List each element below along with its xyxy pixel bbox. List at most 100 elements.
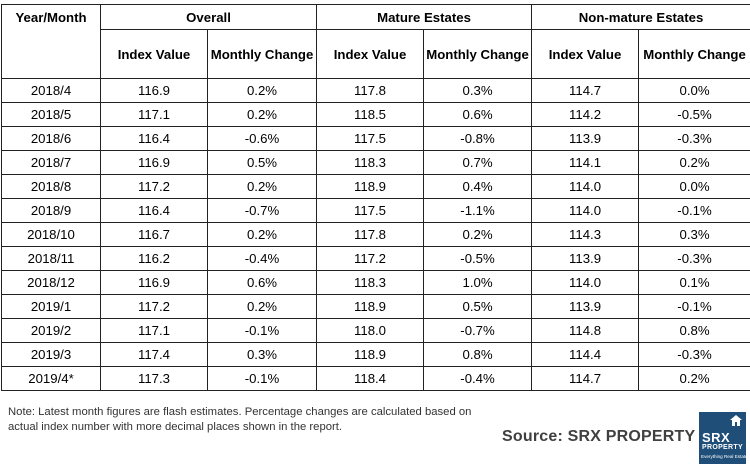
- mature-change-cell: 1.0%: [423, 270, 533, 295]
- non-mature-index-cell: 114.0: [531, 270, 640, 295]
- non-mature-index-cell: 114.3: [531, 222, 640, 247]
- srx-logo: SRX PROPERTY Everything Real Estate: [699, 412, 748, 464]
- overall-index-cell: 116.7: [100, 222, 208, 247]
- overall-index-cell: 116.4: [100, 126, 208, 151]
- non-mature-change-cell: 0.1%: [638, 270, 750, 295]
- non-mature-index-cell: 114.1: [531, 150, 640, 175]
- overall-index-value-header: Index Value: [100, 29, 208, 79]
- year-month-cell: 2019/1: [1, 294, 101, 319]
- footnote: Note: Latest month figures are flash est…: [8, 406, 472, 433]
- mature-change-cell: -0.5%: [423, 246, 533, 271]
- logo-sub: PROPERTY: [702, 444, 743, 451]
- non-mature-index-cell: 114.2: [531, 102, 640, 127]
- year-month-cell: 2019/2: [1, 318, 101, 343]
- non-mature-monthly-change-header: Monthly Change: [638, 29, 750, 79]
- mature-change-cell: -0.8%: [423, 126, 533, 151]
- overall-index-cell: 116.9: [100, 150, 208, 175]
- table-row: 2018/10 116.7 0.2% 117.8 0.2% 114.3 0.3%: [1, 222, 750, 247]
- non-mature-change-cell: -0.1%: [638, 294, 750, 319]
- year-month-cell: 2018/6: [1, 126, 101, 151]
- house-roof-icon: [730, 415, 742, 426]
- non-mature-index-cell: 114.7: [531, 366, 640, 391]
- overall-change-cell: -0.7%: [206, 198, 318, 223]
- source-credit: Source: SRX PROPERTY: [502, 428, 696, 445]
- overall-index-cell: 117.1: [100, 102, 208, 127]
- year-month-cell: 2019/4*: [1, 366, 101, 391]
- non-mature-change-cell: -0.3%: [638, 126, 750, 151]
- overall-change-cell: 0.3%: [206, 342, 318, 367]
- non-mature-index-cell: 114.0: [531, 198, 640, 223]
- overall-index-cell: 117.2: [100, 294, 208, 319]
- mature-index-cell: 118.3: [316, 270, 425, 295]
- non-mature-change-cell: 0.0%: [638, 78, 750, 103]
- mature-change-cell: 0.7%: [423, 150, 533, 175]
- group-header-row: Year/Month Overall Mature Estates Non-ma…: [1, 4, 750, 79]
- non-mature-index-cell: 114.4: [531, 342, 640, 367]
- table-row: 2019/2 117.1 -0.1% 118.0 -0.7% 114.8 0.8%: [1, 318, 750, 343]
- non-mature-index-cell: 114.8: [531, 318, 640, 343]
- non-mature-index-cell: 114.0: [531, 174, 640, 199]
- non-mature-change-cell: 0.3%: [638, 222, 750, 247]
- non-mature-change-cell: 0.2%: [638, 150, 750, 175]
- mature-index-cell: 117.8: [316, 222, 425, 247]
- table-row: 2018/12 116.9 0.6% 118.3 1.0% 114.0 0.1%: [1, 270, 750, 295]
- non-mature-change-cell: -0.3%: [638, 342, 750, 367]
- year-month-cell: 2018/5: [1, 102, 101, 127]
- overall-change-cell: 0.6%: [206, 270, 318, 295]
- non-mature-index-value-header: Index Value: [531, 29, 640, 79]
- overall-monthly-change-header: Monthly Change: [206, 29, 318, 79]
- table-row: 2019/3 117.4 0.3% 118.9 0.8% 114.4 -0.3%: [1, 342, 750, 367]
- table-row: 2018/7 116.9 0.5% 118.3 0.7% 114.1 0.2%: [1, 150, 750, 175]
- mature-change-cell: 0.6%: [423, 102, 533, 127]
- mature-index-cell: 118.4: [316, 366, 425, 391]
- mature-index-cell: 118.0: [316, 318, 425, 343]
- mature-change-cell: -0.7%: [423, 318, 533, 343]
- non-mature-change-cell: 0.8%: [638, 318, 750, 343]
- logo-brand: SRX: [702, 430, 731, 445]
- overall-index-cell: 116.2: [100, 246, 208, 271]
- mature-change-cell: 0.3%: [423, 78, 533, 103]
- overall-change-cell: -0.1%: [206, 366, 318, 391]
- year-month-cell: 2018/11: [1, 246, 101, 271]
- year-month-cell: 2018/8: [1, 174, 101, 199]
- mature-change-cell: 0.4%: [423, 174, 533, 199]
- non-mature-change-cell: -0.5%: [638, 102, 750, 127]
- mature-change-cell: -1.1%: [423, 198, 533, 223]
- mature-index-cell: 118.9: [316, 294, 425, 319]
- year-month-cell: 2018/12: [1, 270, 101, 295]
- mature-index-value-header: Index Value: [316, 29, 425, 79]
- table-body: 2018/4 116.9 0.2% 117.8 0.3% 114.7 0.0% 2018/5 1…: [1, 78, 750, 391]
- overall-change-cell: -0.4%: [206, 246, 318, 271]
- hdb-resale-index-table: Year/Month Overall Mature Estates Non-ma…: [1, 4, 750, 391]
- overall-index-cell: 117.2: [100, 174, 208, 199]
- sub-header-row: Index Value Monthly Change Index Value M…: [2, 29, 750, 79]
- mature-monthly-change-header: Monthly Change: [423, 29, 533, 79]
- table-row: 2019/1 117.2 0.2% 118.9 0.5% 113.9 -0.1%: [1, 294, 750, 319]
- mature-index-cell: 118.9: [316, 174, 425, 199]
- year-month-cell: 2018/9: [1, 198, 101, 223]
- table-row: 2018/8 117.2 0.2% 118.9 0.4% 114.0 0.0%: [1, 174, 750, 199]
- overall-change-cell: 0.5%: [206, 150, 318, 175]
- overall-index-cell: 117.1: [100, 318, 208, 343]
- mature-index-cell: 118.5: [316, 102, 425, 127]
- table-row: 2018/5 117.1 0.2% 118.5 0.6% 114.2 -0.5%: [1, 102, 750, 127]
- table-row: 2018/9 116.4 -0.7% 117.5 -1.1% 114.0 -0.1%: [1, 198, 750, 223]
- overall-header: Overall: [99, 4, 318, 30]
- non-mature-change-cell: -0.3%: [638, 246, 750, 271]
- non-mature-change-cell: 0.2%: [638, 366, 750, 391]
- overall-change-cell: 0.2%: [206, 102, 318, 127]
- year-month-cell: 2018/7: [1, 150, 101, 175]
- non-mature-change-cell: 0.0%: [638, 174, 750, 199]
- non-mature-estates-header: Non-mature Estates: [531, 4, 750, 30]
- table-row: 2018/11 116.2 -0.4% 117.2 -0.5% 113.9 -0.3%: [1, 246, 750, 271]
- overall-index-cell: 116.9: [100, 270, 208, 295]
- mature-index-cell: 118.3: [316, 150, 425, 175]
- table-row: 2018/6 116.4 -0.6% 117.5 -0.8% 113.9 -0.3%: [1, 126, 750, 151]
- year-month-cell: 2018/10: [1, 222, 101, 247]
- mature-estates-header: Mature Estates: [316, 4, 533, 30]
- logo-tagline: Everything Real Estate: [701, 454, 748, 459]
- table-row: 2018/4 116.9 0.2% 117.8 0.3% 114.7 0.0%: [1, 78, 750, 103]
- mature-change-cell: 0.8%: [423, 342, 533, 367]
- overall-index-cell: 116.9: [100, 78, 208, 103]
- mature-index-cell: 118.9: [316, 342, 425, 367]
